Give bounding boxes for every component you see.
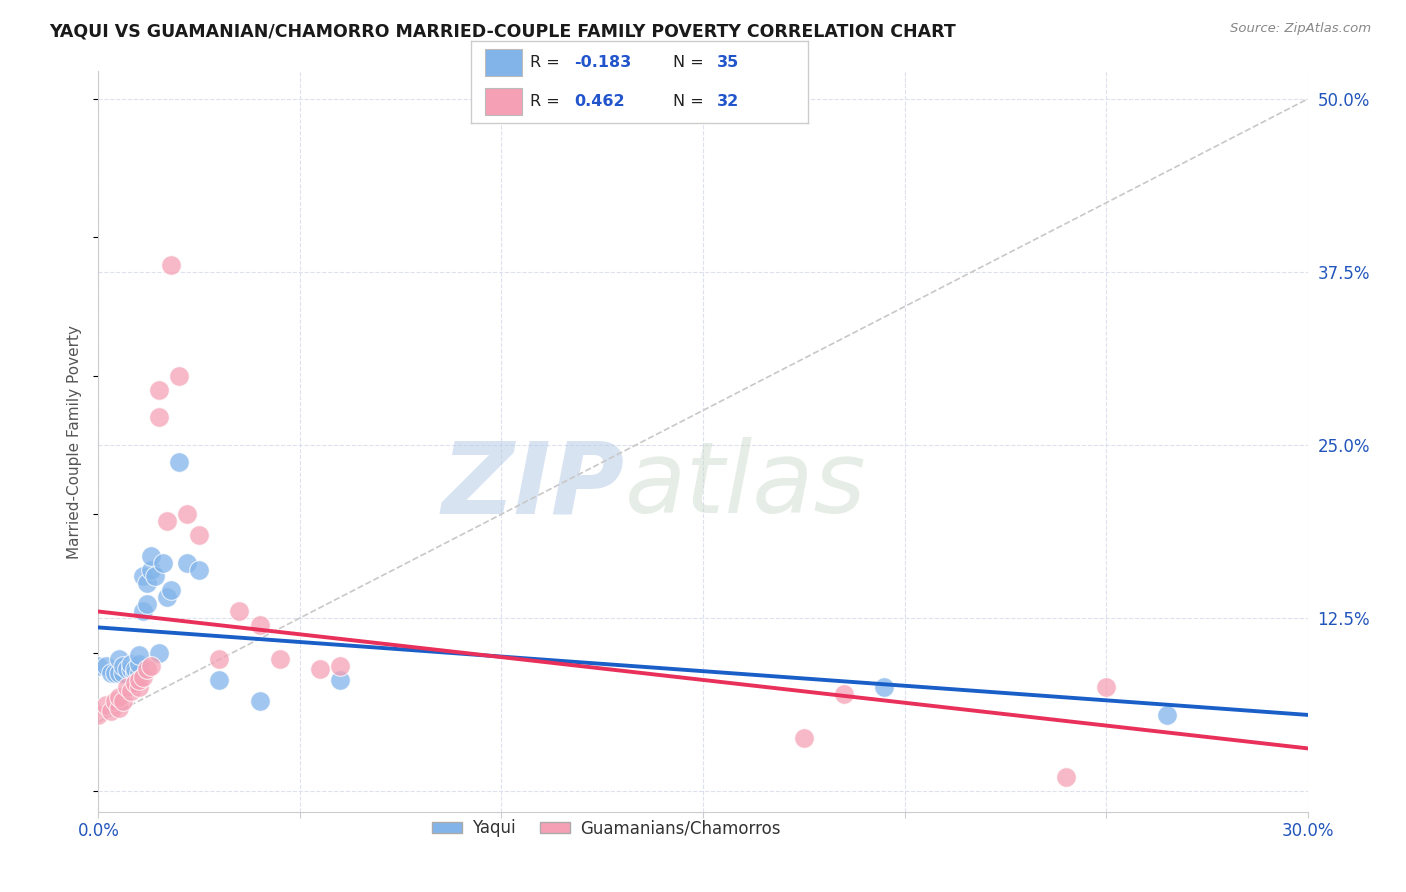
Point [249,694,271,708]
Point [148,410,170,425]
Point [128,680,150,694]
Point [107,652,129,666]
Point [167,368,190,383]
Text: R =: R = [530,94,565,109]
Point [132,569,155,583]
Point [135,576,157,591]
Point [188,528,211,542]
Point [103,666,125,681]
Point [329,659,352,673]
Text: YAQUI VS GUAMANIAN/CHAMORRO MARRIED-COUPLE FAMILY POVERTY CORRELATION CHART: YAQUI VS GUAMANIAN/CHAMORRO MARRIED-COUP… [49,22,956,40]
Point [188,563,211,577]
Point [152,556,174,570]
Point [873,680,896,694]
FancyBboxPatch shape [485,87,522,115]
Text: 35: 35 [717,55,740,70]
Point [793,731,815,746]
Point [160,258,183,272]
Point [124,666,146,681]
Text: -0.183: -0.183 [574,55,631,70]
Point [120,657,142,671]
Point [148,646,170,660]
Point [115,680,138,694]
Text: atlas: atlas [624,437,866,534]
Point [1156,707,1178,722]
Point [120,684,142,698]
Point [176,507,198,521]
Text: Source: ZipAtlas.com: Source: ZipAtlas.com [1230,22,1371,36]
Text: 32: 32 [717,94,740,109]
Point [832,687,855,701]
Text: N =: N = [673,94,710,109]
Point [228,604,250,618]
Point [139,549,162,563]
Y-axis label: Married-Couple Family Poverty: Married-Couple Family Poverty [67,325,83,558]
Point [103,694,125,708]
Point [128,666,150,681]
Text: 0.462: 0.462 [574,94,624,109]
Point [208,673,231,688]
Point [128,673,150,688]
Point [309,662,332,676]
Point [111,666,134,681]
Point [111,659,134,673]
Point [139,659,162,673]
Point [96,698,118,713]
Point [139,563,162,577]
Point [128,657,150,671]
Point [1095,680,1118,694]
Point [128,648,150,663]
Point [156,591,179,605]
Point [100,666,122,681]
Point [124,662,146,676]
Legend: Yaqui, Guamanians/Chamorros: Yaqui, Guamanians/Chamorros [425,813,787,844]
Point [96,659,118,673]
Point [87,707,110,722]
Point [160,583,183,598]
Point [87,659,110,673]
Point [143,569,166,583]
Point [1054,770,1077,784]
Point [208,652,231,666]
FancyBboxPatch shape [485,49,522,77]
Text: N =: N = [673,55,710,70]
Point [107,666,129,681]
Point [135,662,157,676]
Point [100,704,122,718]
Point [132,671,155,685]
Point [132,604,155,618]
Point [167,454,190,468]
Point [115,662,138,676]
Text: R =: R = [530,55,565,70]
Text: ZIP: ZIP [441,437,624,534]
Point [120,662,142,676]
Point [124,676,146,690]
Point [107,701,129,715]
Point [148,383,170,397]
Point [111,694,134,708]
Point [269,652,291,666]
Point [176,556,198,570]
Point [329,673,352,688]
Point [107,690,129,704]
Point [249,618,271,632]
Point [156,514,179,528]
Point [135,597,157,611]
